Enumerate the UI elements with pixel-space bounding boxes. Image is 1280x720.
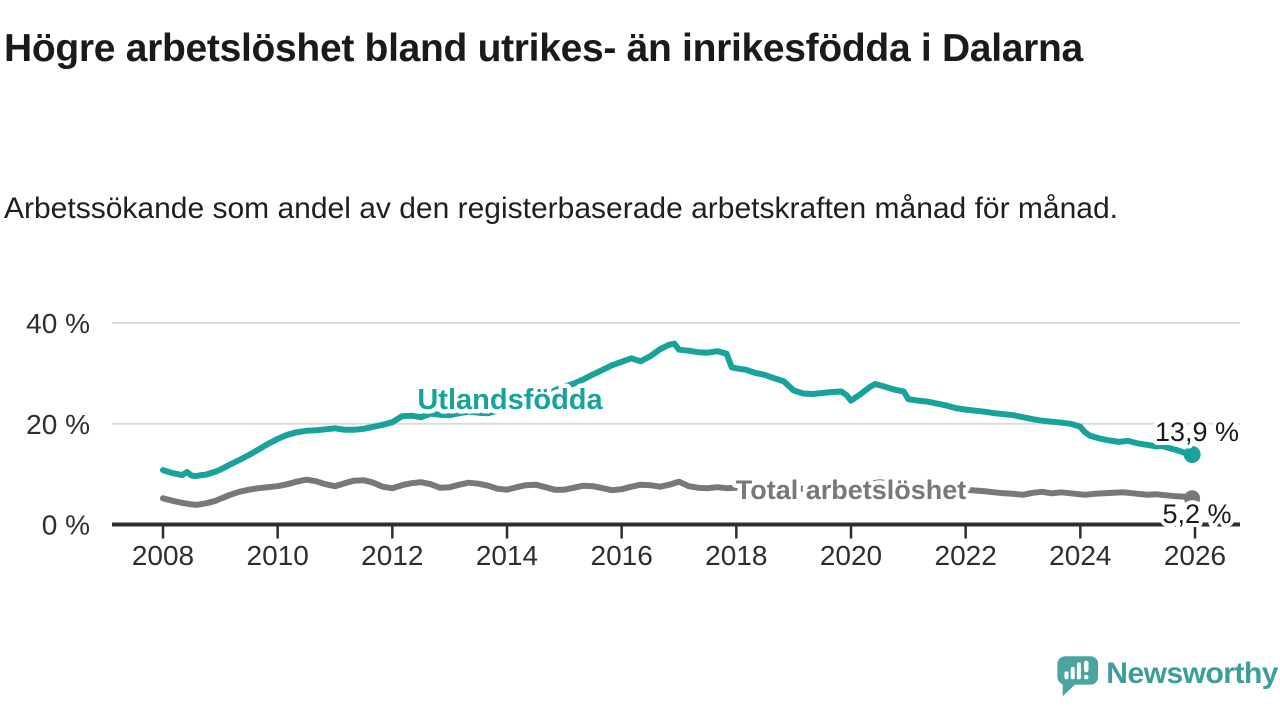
x-axis-tick-label: 2012 bbox=[361, 540, 423, 571]
newsworthy-logo: Newsworthy bbox=[1052, 646, 1278, 702]
logo-speech-bubble-tail bbox=[1062, 681, 1079, 697]
logo-exclamation-bar bbox=[1084, 660, 1089, 673]
series-end-dot-total bbox=[1184, 490, 1201, 507]
chart-subtitle: Arbetssökande som andel av den registerb… bbox=[4, 192, 1118, 225]
x-axis-tick-label: 2026 bbox=[1164, 540, 1226, 571]
end-value-label-utlandsfodda: 13,9 % bbox=[1155, 417, 1239, 447]
header: Högre arbetslöshet bland utrikes- än inr… bbox=[4, 24, 1083, 73]
newsworthy-logo-icon bbox=[1057, 656, 1099, 697]
logo-bar-medium bbox=[1070, 666, 1075, 680]
y-axis-tick-label: 0 % bbox=[42, 510, 90, 541]
end-value-label-total: 5,2 % bbox=[1162, 499, 1231, 529]
x-axis-tick-label: 2024 bbox=[1049, 540, 1111, 571]
x-axis-tick-label: 2022 bbox=[935, 540, 997, 571]
y-axis-tick-label: 20 % bbox=[26, 409, 90, 440]
x-axis-tick-label: 2010 bbox=[247, 540, 309, 571]
x-axis-tick-label: 2014 bbox=[476, 540, 538, 571]
newsworthy-logo-text: Newsworthy bbox=[1106, 657, 1278, 690]
series-label-total: Total arbetslöshet bbox=[736, 475, 967, 505]
series-end-dot-utlandsfodda bbox=[1183, 445, 1201, 463]
series-line-utlandsfodda bbox=[160, 340, 1196, 480]
page-title: Högre arbetslöshet bland utrikes- än inr… bbox=[4, 27, 1083, 70]
logo-bar-tall bbox=[1076, 662, 1081, 680]
x-axis-tick-label: 2008 bbox=[132, 540, 194, 571]
series-line-total bbox=[160, 476, 1196, 508]
series-label-utlandsfodda: Utlandsfödda bbox=[417, 384, 603, 416]
x-axis-tick-label: 2016 bbox=[591, 540, 653, 571]
logo-bar-small bbox=[1064, 671, 1069, 680]
logo-exclamation-dot bbox=[1084, 674, 1089, 680]
x-axis-tick-label: 2020 bbox=[820, 540, 882, 571]
x-axis-tick-label: 2018 bbox=[705, 540, 767, 571]
y-axis-tick-label: 40 % bbox=[26, 308, 90, 339]
